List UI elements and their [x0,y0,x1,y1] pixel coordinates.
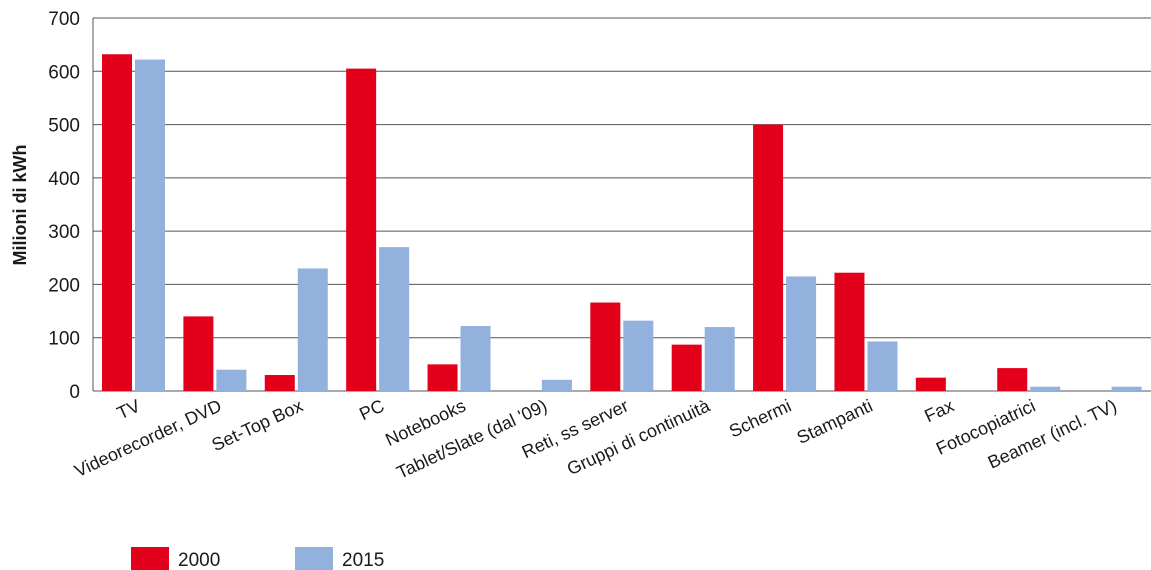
bar-2000-0 [102,54,132,392]
y-tick-label: 200 [48,275,80,296]
y-tick-label: 300 [48,222,80,243]
bar-2015-9 [867,341,898,391]
bar-2015-3 [379,247,410,391]
x-category-label: TV [114,395,143,423]
bar-2000-11 [997,368,1028,391]
legend-swatch-2000 [131,547,169,570]
bar-2015-12 [1111,386,1142,391]
bar-2000-7 [671,344,702,391]
x-category-label: PC [356,395,387,424]
x-category-label: Videorecorder, DVD [71,395,224,481]
y-tick-label: 500 [48,116,80,137]
legend-swatch-2015 [295,547,333,570]
legend-label-2000: 2000 [178,550,220,570]
x-category-label: Schermi [726,395,794,441]
bar-2015-6 [623,320,654,391]
y-tick-label: 0 [69,382,80,403]
bar-2000-10 [915,377,946,391]
bar-2000-8 [753,124,784,392]
bars [102,54,1142,392]
bar-2015-1 [216,369,247,391]
x-category-label: Gruppi di continuità [564,395,714,479]
x-category-label: Set-Top Box [209,395,306,455]
bar-2000-2 [264,375,295,391]
y-tick-label: 100 [48,329,80,350]
bar-2000-9 [834,272,865,391]
bar-2000-4 [427,364,458,391]
y-axis-ticks: 0 100 200 300 400 500 600 700 [48,9,80,403]
bar-2000-3 [346,68,377,391]
x-category-label: Tablet/Slate (dal '09) [393,395,550,482]
legend: 2000 2015 [131,547,384,570]
bar-2015-11 [1030,386,1061,391]
bar-2000-1 [183,316,214,391]
x-category-label: Stampanti [794,395,876,447]
y-tick-label: 700 [48,9,80,30]
x-category-label: Fax [921,395,957,426]
y-axis-label: Milioni di kWh [10,145,30,266]
y-tick-label: 600 [48,62,80,83]
legend-label-2015: 2015 [342,550,384,570]
bar-2015-8 [786,276,817,391]
bar-2015-4 [460,325,491,391]
gridlines [92,17,1151,392]
y-tick-label: 400 [48,169,80,190]
bar-2015-0 [135,59,165,391]
bar-2000-6 [590,302,621,391]
bar-2015-5 [541,379,572,391]
bar-2015-7 [704,327,735,391]
bar-2015-2 [297,268,328,391]
